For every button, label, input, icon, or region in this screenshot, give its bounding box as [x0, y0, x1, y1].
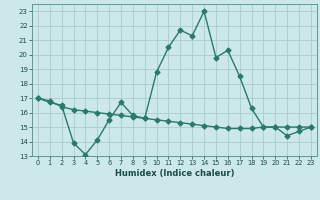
X-axis label: Humidex (Indice chaleur): Humidex (Indice chaleur)	[115, 169, 234, 178]
